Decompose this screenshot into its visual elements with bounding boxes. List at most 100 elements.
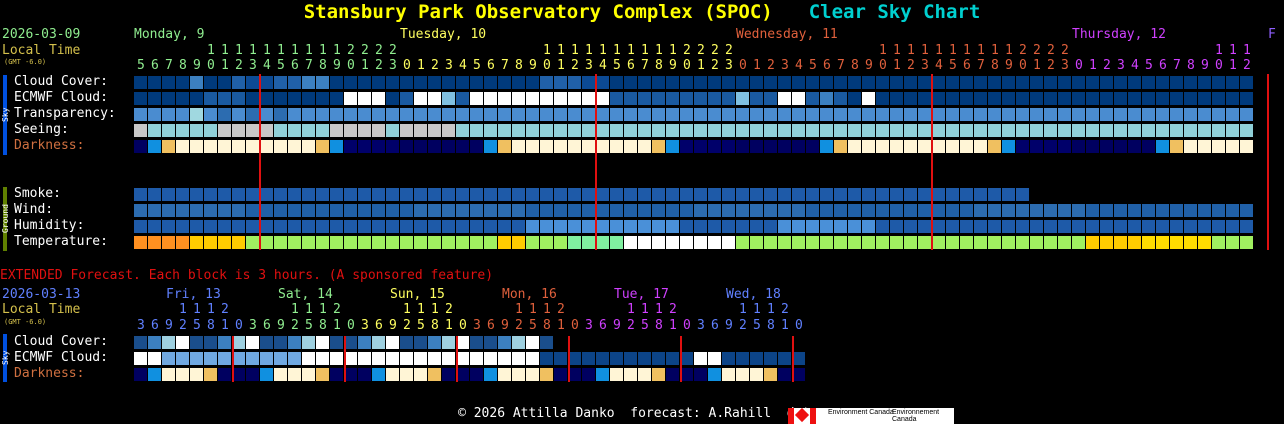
wind-cell: [344, 204, 357, 217]
ext-darkness-cell: [582, 368, 595, 381]
smoke-cell: [736, 188, 749, 201]
seeing-cell: [344, 124, 357, 137]
ecmwf-cell: [134, 92, 147, 105]
ecmwf-cell: [526, 92, 539, 105]
ext-hour-ones: 5: [193, 318, 201, 333]
smoke-cell: [1002, 188, 1015, 201]
ext-cloud-cell: [204, 336, 217, 349]
hour-ones: 3: [725, 58, 733, 73]
ext-cloud-cell: [330, 336, 343, 349]
seeing-cell: [610, 124, 623, 137]
humidity-cell: [260, 220, 273, 233]
seeing-cell: [162, 124, 175, 137]
wind-cell: [414, 204, 427, 217]
wind-cell: [1212, 204, 1225, 217]
ext-hour-ones: 6: [487, 318, 495, 333]
temperature-cell: [1240, 236, 1253, 249]
hour-ones: 0: [543, 58, 551, 73]
humidity-cell: [302, 220, 315, 233]
cloud-cell: [1240, 76, 1253, 89]
temperature-cell: [722, 236, 735, 249]
wind-cell: [876, 204, 889, 217]
cloud-cell: [526, 76, 539, 89]
darkness-cell: [386, 140, 399, 153]
temperature-cell: [596, 236, 609, 249]
darkness-cell: [750, 140, 763, 153]
hour-tens: 1: [249, 43, 257, 58]
darkness-cell: [610, 140, 623, 153]
darkness-cell: [932, 140, 945, 153]
cloud-cell: [1184, 76, 1197, 89]
seeing-cell: [302, 124, 315, 137]
ext-cloud-cell: [232, 336, 245, 349]
wind-cell: [218, 204, 231, 217]
darkness-cell: [834, 140, 847, 153]
hour-ones: 7: [977, 58, 985, 73]
seeing-cell: [1100, 124, 1113, 137]
wind-cell: [358, 204, 371, 217]
seeing-cell: [274, 124, 287, 137]
ext-hour-tens: 1: [431, 302, 439, 317]
ext-hour-ones: 3: [249, 318, 257, 333]
ext-cloud-cell: [358, 336, 371, 349]
darkness-cell: [456, 140, 469, 153]
cloud-cell: [386, 76, 399, 89]
environment-canada-text: Environment Canada: [828, 409, 894, 416]
wind-cell: [400, 204, 413, 217]
temperature-cell: [134, 236, 147, 249]
seeing-cell: [218, 124, 231, 137]
ecmwf-cell: [358, 92, 371, 105]
darkness-cell: [204, 140, 217, 153]
ext-ecmwf-cell: [526, 352, 539, 365]
hour-ones: 9: [669, 58, 677, 73]
hour-ones: 0: [347, 58, 355, 73]
hour-ones: 7: [501, 58, 509, 73]
hour-tens: 1: [1229, 43, 1237, 58]
humidity-cell: [1128, 220, 1141, 233]
transparency-cell: [540, 108, 553, 121]
wind-cell: [134, 204, 147, 217]
cloud-cell: [484, 76, 497, 89]
ecmwf-cell: [1198, 92, 1211, 105]
temperature-cell: [526, 236, 539, 249]
hour-ones: 9: [1201, 58, 1209, 73]
ext-darkness-cell: [540, 368, 553, 381]
midnight-line: [1267, 74, 1269, 250]
seeing-cell: [918, 124, 931, 137]
cloud-cell: [680, 76, 693, 89]
darkness-cell: [988, 140, 1001, 153]
humidity-cell: [1016, 220, 1029, 233]
seeing-cell: [134, 124, 147, 137]
ext-darkness-cell: [316, 368, 329, 381]
ext-hour-ones: 3: [361, 318, 369, 333]
transparency-cell: [470, 108, 483, 121]
darkness-cell: [540, 140, 553, 153]
cloud-cell: [358, 76, 371, 89]
ext-ecmwf-cell: [764, 352, 777, 365]
cloud-cell: [540, 76, 553, 89]
cloud-cell: [134, 76, 147, 89]
hour-tens: 1: [305, 43, 313, 58]
transparency-cell: [736, 108, 749, 121]
transparency-cell: [358, 108, 371, 121]
hour-ones: 8: [655, 58, 663, 73]
wind-cell: [204, 204, 217, 217]
wind-cell: [890, 204, 903, 217]
ext-darkness-cell: [246, 368, 259, 381]
seeing-cell: [876, 124, 889, 137]
ext-darkness-cell: [400, 368, 413, 381]
cloud-cell: [1058, 76, 1071, 89]
hour-ones: 5: [949, 58, 957, 73]
environment-canada-logo[interactable]: Environment Canada Environnement Canada: [788, 407, 954, 424]
transparency-cell: [638, 108, 651, 121]
seeing-cell: [554, 124, 567, 137]
hour-ones: 9: [529, 58, 537, 73]
smoke-cell: [204, 188, 217, 201]
extended-banner[interactable]: EXTENDED Forecast. Each block is 3 hours…: [0, 268, 494, 283]
smoke-cell: [792, 188, 805, 201]
midnight-line: [931, 74, 933, 250]
clear-sky-chart-link[interactable]: Clear Sky Chart: [808, 1, 981, 23]
smoke-cell: [918, 188, 931, 201]
darkness-cell: [806, 140, 819, 153]
darkness-cell: [596, 140, 609, 153]
